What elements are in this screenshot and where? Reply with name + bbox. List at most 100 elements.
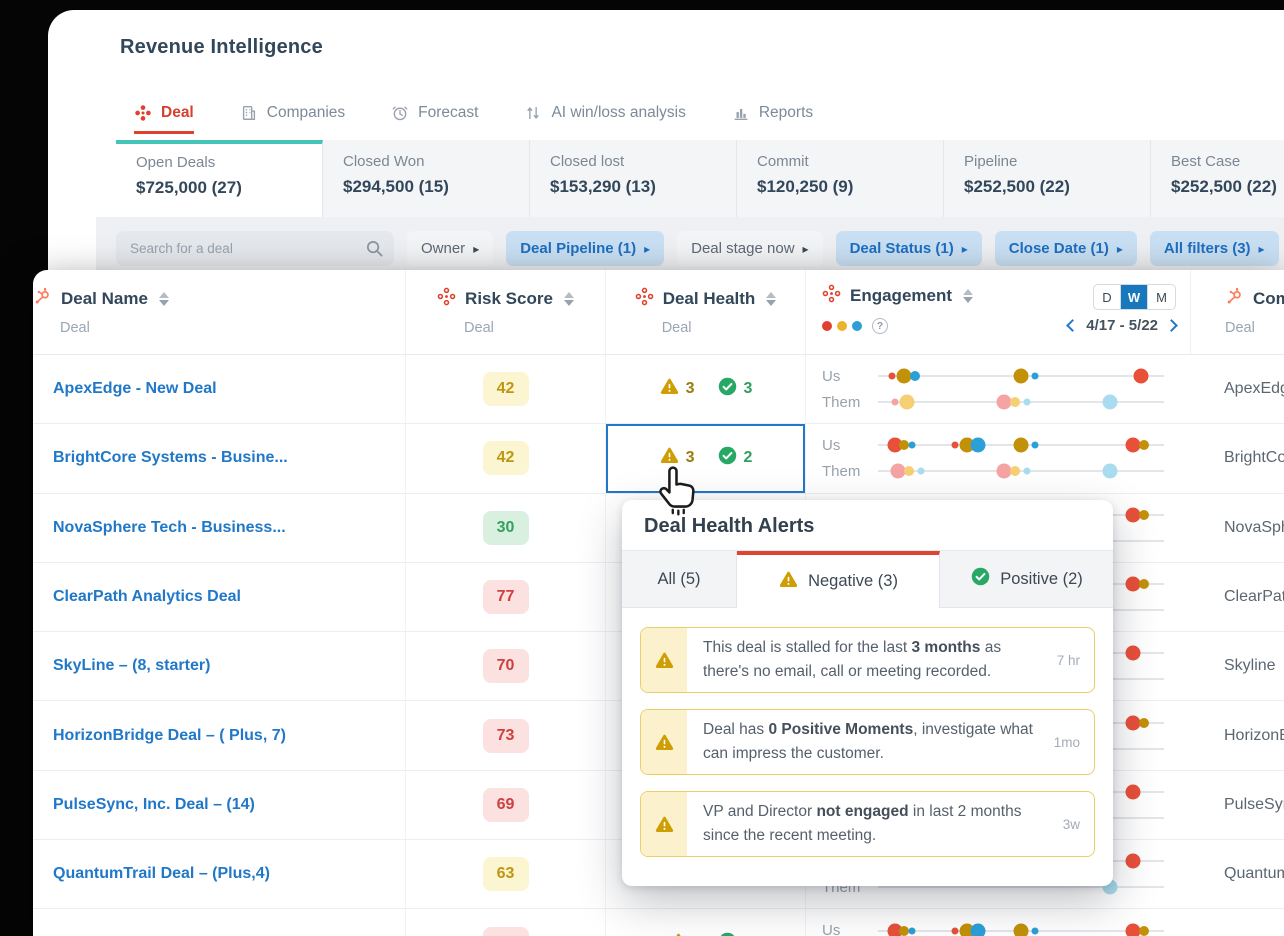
engagement-dot — [1031, 441, 1039, 449]
nav-tab-label: Forecast — [418, 104, 479, 121]
risk-score-cell: 70 — [405, 632, 605, 701]
deal-link[interactable]: NovaSphere Tech - Business... — [53, 518, 286, 536]
column-header-risk-score[interactable]: Risk Score Deal — [405, 270, 605, 354]
engagement-dot — [1125, 784, 1141, 800]
deal-link[interactable]: ApexEdge - New Deal — [53, 380, 217, 398]
engagement-dot — [1138, 579, 1149, 590]
nav-tab-label: AI win/loss analysis — [551, 104, 686, 121]
popup-tab-all-5-[interactable]: All (5) — [622, 551, 737, 608]
risk-score-cell: 77 — [405, 562, 605, 632]
sort-deal-name[interactable] — [158, 292, 169, 306]
chevron-right-icon: ▸ — [1116, 241, 1123, 256]
popup-tab-label: Positive (2) — [1000, 569, 1083, 588]
filter-owner[interactable]: Owner ▸ — [407, 231, 494, 266]
period-option-m[interactable]: M — [1156, 289, 1167, 305]
deal-link[interactable]: SkyLine – (8, starter) — [53, 657, 211, 675]
hubspot-icon — [1225, 287, 1244, 311]
alert-card[interactable]: This deal is stalled for the last 3 mont… — [640, 627, 1095, 693]
deal-link[interactable]: PulseSync, Inc. Deal – (14) — [53, 795, 255, 813]
period-option-w[interactable]: W — [1121, 285, 1148, 309]
column-header-deal-name[interactable]: Deal Name Deal — [33, 270, 405, 354]
deal-health-cell[interactable] — [605, 701, 805, 770]
summary-card-open-deals[interactable]: Open Deals $725,000 (27) — [116, 140, 323, 217]
engagement-dot — [970, 923, 986, 936]
help-icon[interactable]: ? — [872, 318, 888, 334]
chevron-right-icon: ▸ — [1258, 241, 1265, 256]
filter-all-filters-3-[interactable]: All filters (3) ▸ — [1149, 231, 1279, 266]
filter-deal-stage-now[interactable]: Deal stage now ▸ — [677, 231, 823, 266]
popup-tab-label: All (5) — [657, 569, 701, 588]
engagement-dot — [1031, 372, 1039, 380]
nav-tab-label: Deal — [161, 104, 194, 121]
engagement-dot — [1138, 717, 1149, 728]
check-icon — [717, 445, 738, 471]
deal-health-cell[interactable] — [605, 909, 805, 936]
deal-health-cell[interactable] — [605, 493, 805, 562]
table-row[interactable]: BrightCore Systems - Busine... 42 3 2 Us Them… — [33, 424, 1284, 494]
deal-name-cell: ApexEdge - New Deal — [33, 355, 405, 423]
warning-icon — [641, 710, 687, 774]
date-range-label: 4/17 - 5/22 — [1086, 317, 1158, 334]
filter-deal-pipeline-1-[interactable]: Deal Pipeline (1) ▸ — [506, 231, 665, 266]
deal-link[interactable]: HorizonBridge Deal – ( Plus, 7) — [53, 726, 286, 744]
summary-card-best-case[interactable]: Best Case $252,500 (22) — [1151, 140, 1284, 217]
engagement-dot — [1023, 398, 1031, 406]
column-header-deal-health[interactable]: Deal Health Deal — [605, 270, 805, 354]
filter-label: Deal Status (1) — [849, 240, 954, 257]
filter-close-date-1-[interactable]: Close Date (1) ▸ — [994, 231, 1137, 266]
period-option-d[interactable]: D — [1094, 285, 1121, 309]
them-label: Them — [822, 393, 861, 411]
column-header-company[interactable]: Comp Deal — [1190, 270, 1284, 354]
deal-health-cell[interactable] — [605, 840, 805, 909]
popup-tab-negative-3-[interactable]: Negative (3) — [737, 551, 940, 608]
risk-score-cell: 42 — [405, 424, 605, 493]
risk-score-cell: 69 — [405, 770, 605, 840]
deal-health-cell[interactable] — [605, 770, 805, 840]
engagement-dot — [891, 398, 899, 406]
deal-name-cell: HorizonBridge Deal – ( Plus, 7) — [33, 701, 405, 769]
filter-deal-status-1-[interactable]: Deal Status (1) ▸ — [835, 231, 982, 266]
nav-tab-forecast[interactable]: Forecast — [391, 104, 478, 134]
sort-engagement[interactable] — [963, 289, 974, 303]
risk-score-cell — [405, 909, 605, 936]
summary-card-closed-won[interactable]: Closed Won $294,500 (15) — [323, 140, 530, 217]
prev-period-icon[interactable] — [1066, 319, 1080, 332]
search-input[interactable] — [116, 231, 394, 266]
deal-link[interactable]: ClearPath Analytics Deal — [53, 588, 241, 606]
engagement-them-row: Them — [822, 391, 1190, 414]
summary-card-closed-lost[interactable]: Closed lost $153,290 (13) — [530, 140, 737, 217]
sort-risk-score[interactable] — [563, 292, 574, 306]
deal-health-cell[interactable] — [605, 562, 805, 632]
table-row[interactable]: ApexEdge - New Deal4233UsThemApexEdge — [33, 355, 1284, 425]
summary-card-commit[interactable]: Commit $120,250 (9) — [737, 140, 944, 217]
alert-message: Deal has 0 Positive Moments, investigate… — [703, 720, 1033, 762]
nav-tab-companies[interactable]: Companies — [240, 104, 345, 134]
negative-count: 3 — [685, 380, 695, 398]
alert-card[interactable]: VP and Director not engaged in last 2 mo… — [640, 791, 1095, 857]
alert-text: This deal is stalled for the last 3 mont… — [687, 628, 1040, 692]
alert-card[interactable]: Deal has 0 Positive Moments, investigate… — [640, 709, 1095, 775]
filter-label: Owner — [421, 240, 466, 257]
companies-icon — [240, 104, 258, 122]
nav-tab-ai-win-loss-analysis[interactable]: AI win/loss analysis — [524, 104, 686, 134]
filter-label: All filters (3) — [1163, 240, 1251, 257]
summary-card-pipeline[interactable]: Pipeline $252,500 (22) — [944, 140, 1151, 217]
filter-label: Deal Pipeline (1) — [520, 240, 637, 257]
nav-tab-reports[interactable]: Reports — [732, 104, 813, 134]
next-period-icon[interactable] — [1165, 319, 1178, 332]
sort-deal-health[interactable] — [766, 292, 777, 306]
risk-score-badge: 42 — [482, 372, 529, 407]
popup-tab-positive-2-[interactable]: Positive (2) — [940, 551, 1113, 608]
deal-link[interactable]: QuantumTrail Deal – (Plus,4) — [53, 865, 270, 883]
engagement-dot — [896, 368, 912, 384]
deal-link[interactable]: BrightCore Systems - Busine... — [53, 449, 288, 467]
legend-dot-blue — [852, 321, 862, 331]
deal-health-cell[interactable] — [605, 632, 805, 701]
nav-tab-deal[interactable]: Deal — [134, 104, 194, 134]
engagement-dot — [1102, 394, 1118, 410]
alert-age: 7 hr — [1056, 652, 1080, 668]
